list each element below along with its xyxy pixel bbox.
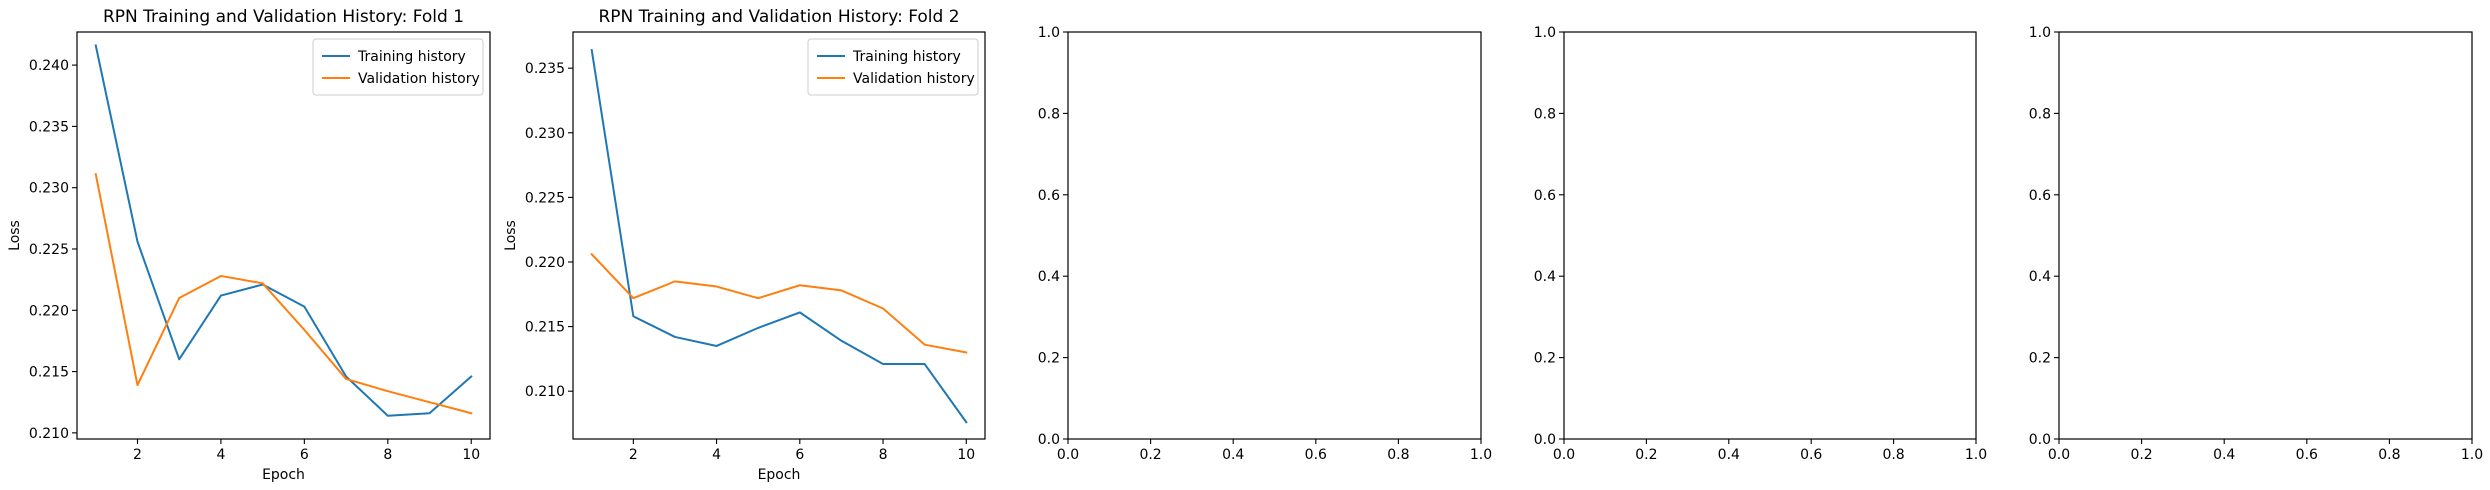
x-tick-label: 0.2	[1139, 447, 1161, 463]
legend: Training history Validation history	[312, 38, 484, 96]
y-tick-label: 0.235	[525, 61, 565, 77]
chart-panel-5: 0.0 0.2 0.4 0.6 0.8 1.0 0.0 0.2 0.4 0.6 0.8 1.0	[2029, 25, 2483, 463]
x-tick-label: 0.8	[1882, 447, 1904, 463]
y-tick-label: 0.8	[1038, 106, 1060, 122]
chart-panel-3: 0.0 0.2 0.4 0.6 0.8 1.0 0.0 0.2 0.4 0.6 0.8 1.0	[1038, 25, 1492, 463]
x-tick-label: 0.6	[2296, 447, 2318, 463]
y-tick-label: 0.2	[1038, 351, 1060, 367]
y-axis-label: Loss	[503, 220, 519, 251]
legend-entry: Training history	[357, 49, 466, 65]
y-tick-label: 0.230	[525, 126, 565, 142]
x-tick-label: 6	[795, 447, 804, 463]
legend: Training history Validation history	[807, 38, 979, 96]
y-tick-label: 1.0	[1038, 25, 1060, 41]
y-tick-label: 0.0	[1038, 432, 1060, 448]
x-tick-label: 4	[216, 447, 225, 463]
x-tick-label: 0.2	[1635, 447, 1657, 463]
axes-frame	[1563, 31, 1977, 440]
x-tick-label: 0.6	[1305, 447, 1327, 463]
x-tick-label: 0.8	[1387, 447, 1409, 463]
chart-panel-4: 0.0 0.2 0.4 0.6 0.8 1.0 0.0 0.2 0.4 0.6 0.8 1.0	[1534, 25, 1987, 463]
x-tick-label: 8	[879, 447, 888, 463]
x-tick-label: 1.0	[2461, 447, 2483, 463]
y-tick-label: 0.210	[29, 426, 69, 442]
y-tick-label: 0.4	[2029, 269, 2051, 285]
y-tick-label: 0.2	[1534, 351, 1556, 367]
y-tick-label: 1.0	[2029, 25, 2051, 41]
axes-frame	[572, 31, 986, 440]
y-tick-label: 0.220	[525, 255, 565, 271]
x-axis-label: Epoch	[262, 467, 305, 483]
y-tick-label: 0.215	[525, 320, 565, 336]
x-axis-label: Epoch	[758, 467, 801, 483]
y-tick-label: 0.215	[29, 365, 69, 381]
y-tick-label: 0.230	[29, 181, 69, 197]
legend-entry: Training history	[852, 49, 961, 65]
x-tick-label: 0.0	[2048, 447, 2070, 463]
axes-frame	[2058, 31, 2473, 440]
y-tick-label: 0.0	[2029, 432, 2051, 448]
legend-box	[312, 38, 484, 96]
legend-box	[807, 38, 979, 96]
y-tick-label: 0.8	[2029, 106, 2051, 122]
x-tick-label: 2	[629, 447, 638, 463]
y-axis-label: Loss	[7, 220, 23, 251]
x-tick-label: 0.2	[2130, 447, 2152, 463]
chart-panel-1: 2 4 6 8 10 0.210 0.215 0.220 0.225 0.230 0.235 0.24…	[7, 7, 491, 483]
x-tick-label: 4	[712, 447, 721, 463]
y-tick-label: 0.6	[2029, 188, 2051, 204]
x-tick-label: 10	[957, 447, 975, 463]
y-tick-label: 0.2	[2029, 351, 2051, 367]
y-tick-label: 0.210	[525, 384, 565, 400]
x-tick-label: 6	[300, 447, 309, 463]
y-tick-label: 0.240	[29, 58, 69, 74]
y-tick-label: 1.0	[1534, 25, 1556, 41]
y-tick-label: 0.225	[29, 242, 69, 258]
series-line-1	[94, 44, 473, 417]
y-tick-label: 0.0	[1534, 432, 1556, 448]
x-tick-label: 2	[133, 447, 142, 463]
y-tick-label: 0.4	[1038, 269, 1060, 285]
y-tick-label: 0.220	[29, 303, 69, 319]
x-tick-label: 0.6	[1800, 447, 1822, 463]
x-tick-label: 10	[462, 447, 480, 463]
series-line-2	[590, 252, 968, 354]
legend-entry: Validation history	[853, 71, 975, 87]
x-tick-label: 0.8	[2378, 447, 2400, 463]
x-tick-label: 0.4	[1222, 447, 1244, 463]
x-tick-label: 1.0	[1470, 447, 1492, 463]
axes-frame	[1067, 31, 1482, 440]
chart-panel-2: 2 4 6 8 10 0.210 0.215 0.220 0.225 0.230 0.235 RPN …	[503, 7, 986, 483]
y-tick-label: 0.4	[1534, 269, 1556, 285]
y-tick-label: 0.225	[525, 190, 565, 206]
y-tick-label: 0.235	[29, 119, 69, 135]
axes-frame	[76, 31, 491, 440]
legend-entry: Validation history	[358, 71, 480, 87]
y-tick-label: 0.6	[1534, 188, 1556, 204]
chart-title: RPN Training and Validation History: Fol…	[598, 7, 959, 27]
x-tick-label: 0.0	[1553, 447, 1575, 463]
series-line-1	[590, 48, 968, 424]
y-tick-label: 0.6	[1038, 188, 1060, 204]
series-line-2	[94, 173, 473, 415]
x-tick-label: 0.4	[1718, 447, 1740, 463]
x-tick-label: 1.0	[1965, 447, 1987, 463]
y-tick-label: 0.8	[1534, 106, 1556, 122]
x-tick-label: 8	[383, 447, 392, 463]
chart-title: RPN Training and Validation History: Fol…	[103, 7, 464, 27]
x-tick-label: 0.0	[1057, 447, 1079, 463]
x-tick-label: 0.4	[2213, 447, 2235, 463]
